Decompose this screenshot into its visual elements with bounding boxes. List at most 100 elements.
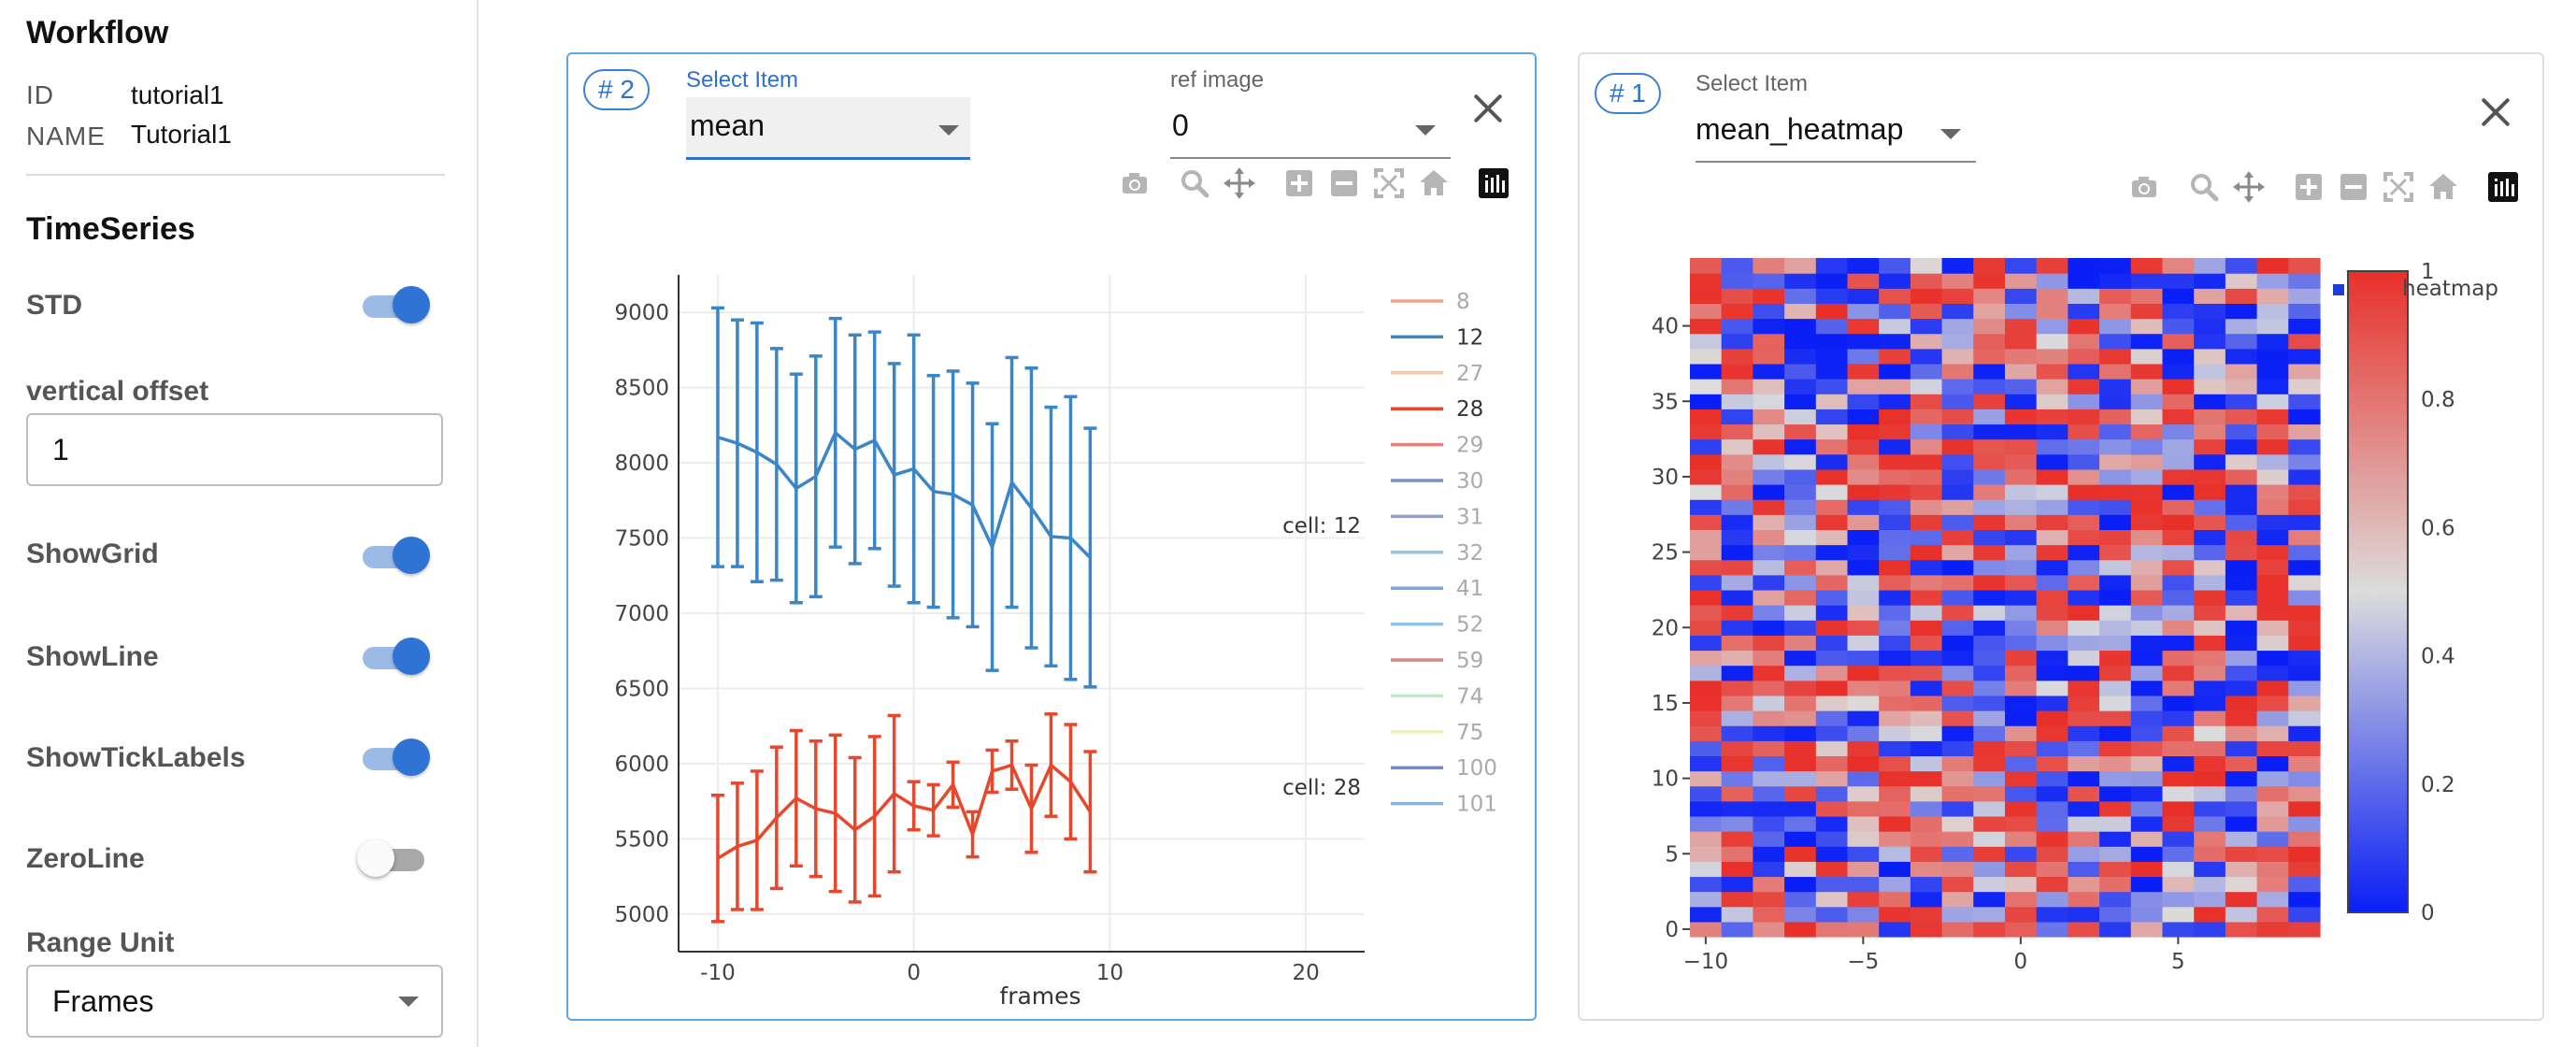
x-tick-label: −5 (1847, 950, 1879, 974)
std-toggle[interactable] (359, 284, 432, 325)
plotly-logo-icon[interactable] (2486, 170, 2520, 204)
heatmap-cell (2130, 665, 2164, 681)
heatmap-cell (1879, 514, 1911, 530)
heatmap-cell (1847, 831, 1880, 847)
heatmap-cell (2099, 394, 2132, 409)
heatmap-cell (2036, 725, 2068, 741)
heatmap-cell (1847, 710, 1880, 726)
legend-item[interactable]: 100 (1391, 756, 1497, 781)
range-unit-select[interactable]: Frames (26, 965, 443, 1038)
heatmap-cell (1847, 695, 1880, 711)
autoscale-icon[interactable] (2382, 170, 2415, 204)
heatmap-cell (2162, 379, 2195, 394)
heatmap-cell (2068, 394, 2100, 409)
heatmap-cell (2162, 710, 2195, 726)
pan-icon[interactable] (1223, 166, 1256, 200)
zoom-icon[interactable] (2187, 170, 2221, 204)
camera-icon[interactable] (1118, 166, 1152, 200)
heatmap-cell (1721, 288, 1753, 304)
heatmap-cell (2256, 318, 2289, 335)
camera-icon[interactable] (2127, 170, 2161, 204)
heatmap-cell (1879, 559, 1911, 576)
legend-item[interactable]: 8 (1391, 290, 1470, 314)
heatmap-cell (2068, 514, 2100, 530)
legend-item[interactable]: 101 (1391, 793, 1497, 817)
zoom-out-icon[interactable] (2337, 170, 2370, 204)
heatmap-cell (2288, 755, 2321, 772)
heatmap-cell (2130, 379, 2164, 394)
show-tick-labels-toggle[interactable] (359, 737, 432, 778)
x-tick-label: −10 (1683, 950, 1729, 974)
ref-image-value[interactable]: 0 (1172, 108, 1189, 142)
zoom-in-icon[interactable] (2292, 170, 2326, 204)
heatmap-cell (1690, 288, 1723, 304)
heatmap-cell (1784, 273, 1817, 289)
legend-item[interactable]: 12 (1391, 325, 1483, 350)
heatmap-cell (1753, 770, 1785, 787)
show-line-toggle[interactable] (359, 636, 432, 677)
heatmap-cell (1815, 650, 1849, 667)
heatmap-cell (1910, 891, 1943, 908)
heatmap-cell (1973, 921, 2006, 938)
legend-item[interactable]: 74 (1391, 684, 1483, 709)
heatmap-cell (1941, 574, 1974, 591)
heatmap-cell (1847, 559, 1880, 576)
legend-item[interactable]: 52 (1391, 613, 1483, 638)
heatmap-cell (1784, 529, 1817, 546)
legend-item[interactable]: 31 (1391, 505, 1483, 529)
heatmap-cell (2288, 363, 2321, 380)
heatmap-cell (1973, 725, 2006, 741)
heatmap-cell (1941, 514, 1974, 530)
heatmap-cell (1784, 559, 1817, 576)
heatmap-cell (1973, 710, 2006, 726)
heatmap-cell (2256, 484, 2289, 500)
heatmap-cell (1879, 665, 1911, 681)
heatmap-cell (1847, 921, 1880, 938)
zoom-icon[interactable] (1178, 166, 1211, 200)
legend-item[interactable]: 30 (1391, 469, 1483, 494)
select-item-value[interactable]: mean_heatmap (1696, 112, 1904, 146)
heatmap-cell (2099, 846, 2132, 862)
heatmap-cell (2162, 303, 2195, 320)
heatmap-cell (2005, 695, 2038, 711)
heatmap-cell (2256, 589, 2289, 606)
plotly-logo-icon[interactable] (1477, 166, 1510, 200)
heatmap-cell (1815, 559, 1849, 576)
legend-item[interactable]: 27 (1391, 362, 1483, 386)
reset-axes-icon[interactable] (2426, 170, 2460, 204)
heatmap-cell (2036, 650, 2068, 667)
heatmap-cell (2162, 770, 2195, 787)
heatmap-cell (1815, 453, 1849, 470)
autoscale-icon[interactable] (1372, 166, 1406, 200)
heatmap-cell (1879, 589, 1911, 606)
heatmap-cell (1847, 348, 1880, 365)
legend-item[interactable]: 28 (1391, 397, 1483, 422)
legend-label: 31 (1456, 505, 1483, 529)
reset-axes-icon[interactable] (1417, 166, 1451, 200)
legend-item[interactable]: 41 (1391, 577, 1483, 601)
select-item-dropdown[interactable] (686, 97, 970, 159)
heatmap-cell (2194, 273, 2226, 289)
heatmap-cell (2130, 620, 2164, 636)
zoom-in-icon[interactable] (1282, 166, 1316, 200)
heatmap-cell (2005, 770, 2038, 787)
show-grid-toggle[interactable] (359, 535, 432, 576)
pan-icon[interactable] (2232, 170, 2266, 204)
vertical-offset-input[interactable]: 1 (26, 413, 443, 486)
heatmap-cell (2256, 409, 2289, 425)
legend-item[interactable]: 59 (1391, 649, 1483, 673)
heatmap-cell (1910, 831, 1943, 847)
heatmap-cell (2130, 303, 2164, 320)
heatmap-cell (2005, 529, 2038, 546)
heatmap-cell (2099, 861, 2132, 878)
heatmap-cell (2288, 318, 2321, 335)
legend-item[interactable]: 75 (1391, 721, 1483, 745)
legend-item[interactable]: 32 (1391, 541, 1483, 566)
legend-swatch (2333, 284, 2344, 295)
zoom-out-icon[interactable] (1327, 166, 1361, 200)
heatmap-cell (1721, 665, 1753, 681)
legend-item[interactable]: 29 (1391, 434, 1483, 458)
heatmap-cell (1753, 906, 1785, 923)
heatmap-cell (1784, 921, 1817, 938)
zero-line-toggle[interactable] (357, 838, 432, 879)
